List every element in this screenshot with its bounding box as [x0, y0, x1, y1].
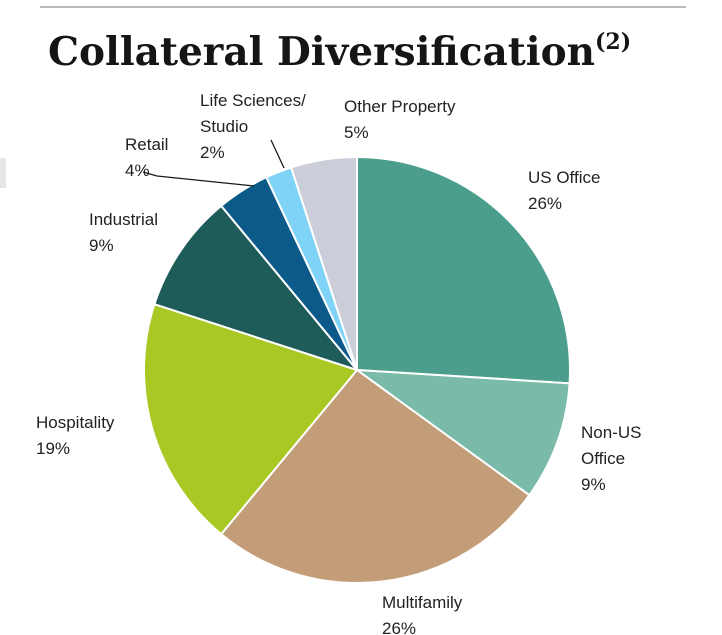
pie-slices	[143, 155, 571, 584]
leader-line-life-sciences-studio	[270, 139, 285, 169]
slice-name-retail: Retail	[125, 135, 168, 154]
slice-value-other-property: 5%	[344, 123, 369, 142]
page-title: Collateral Diversification(2)	[48, 16, 631, 80]
title-footnote: (2)	[595, 29, 632, 55]
slice-label-life-sciences-studio: Life Sciences/Studio 2%	[200, 91, 306, 162]
slice-label-multifamily: Multifamily 26%	[382, 593, 463, 635]
slice-value-multifamily: 26%	[382, 619, 416, 635]
slice-name-non-us-office: Office	[581, 449, 625, 468]
slice-value-industrial: 9%	[89, 236, 114, 255]
slice-value-retail: 4%	[125, 161, 150, 180]
slice-value-non-us-office: 9%	[581, 475, 606, 494]
slice-name-industrial: Industrial	[89, 210, 158, 229]
leader-line-retail	[142, 171, 255, 187]
slice-label-retail: Retail 4%	[125, 135, 168, 180]
slice-name-multifamily: Multifamily	[382, 593, 463, 612]
slice-label-non-us-office: Non-US Office 9%	[581, 423, 641, 494]
pie-slice-hospitality	[143, 302, 359, 536]
title-text: Collateral Diversification	[48, 29, 595, 75]
slice-name-life-sciences-studio: Studio	[200, 117, 248, 136]
slice-name-non-us-office: Non-US	[581, 423, 641, 442]
slice-label-industrial: Industrial 9%	[89, 210, 158, 255]
slice-value-life-sciences-studio: 2%	[200, 143, 225, 162]
slice-name-us-office: US Office	[528, 168, 600, 187]
pie-slice-other-property	[289, 155, 358, 371]
side-tab	[0, 158, 6, 188]
slice-label-other-property: Other Property 5%	[344, 97, 456, 142]
slice-value-us-office: 26%	[528, 194, 562, 213]
pie-slice-industrial	[153, 204, 360, 373]
leader-lines	[142, 139, 285, 187]
pie-slice-us-office	[356, 155, 571, 385]
slice-name-hospitality: Hospitality	[36, 413, 115, 432]
pie-slice-non-us-office	[353, 368, 571, 497]
slice-label-us-office: US Office 26%	[528, 168, 600, 213]
slice-name-other-property: Other Property	[344, 97, 456, 116]
slice-value-hospitality: 19%	[36, 439, 70, 458]
data-labels: US Office 26% Non-US Office 9% Multifamily 26%…	[36, 91, 641, 635]
top-rule	[40, 6, 686, 8]
pie-slice-multifamily	[219, 368, 531, 584]
slice-name-life-sciences-studio: Life Sciences/	[200, 91, 306, 110]
slice-label-hospitality: Hospitality 19%	[36, 413, 115, 458]
